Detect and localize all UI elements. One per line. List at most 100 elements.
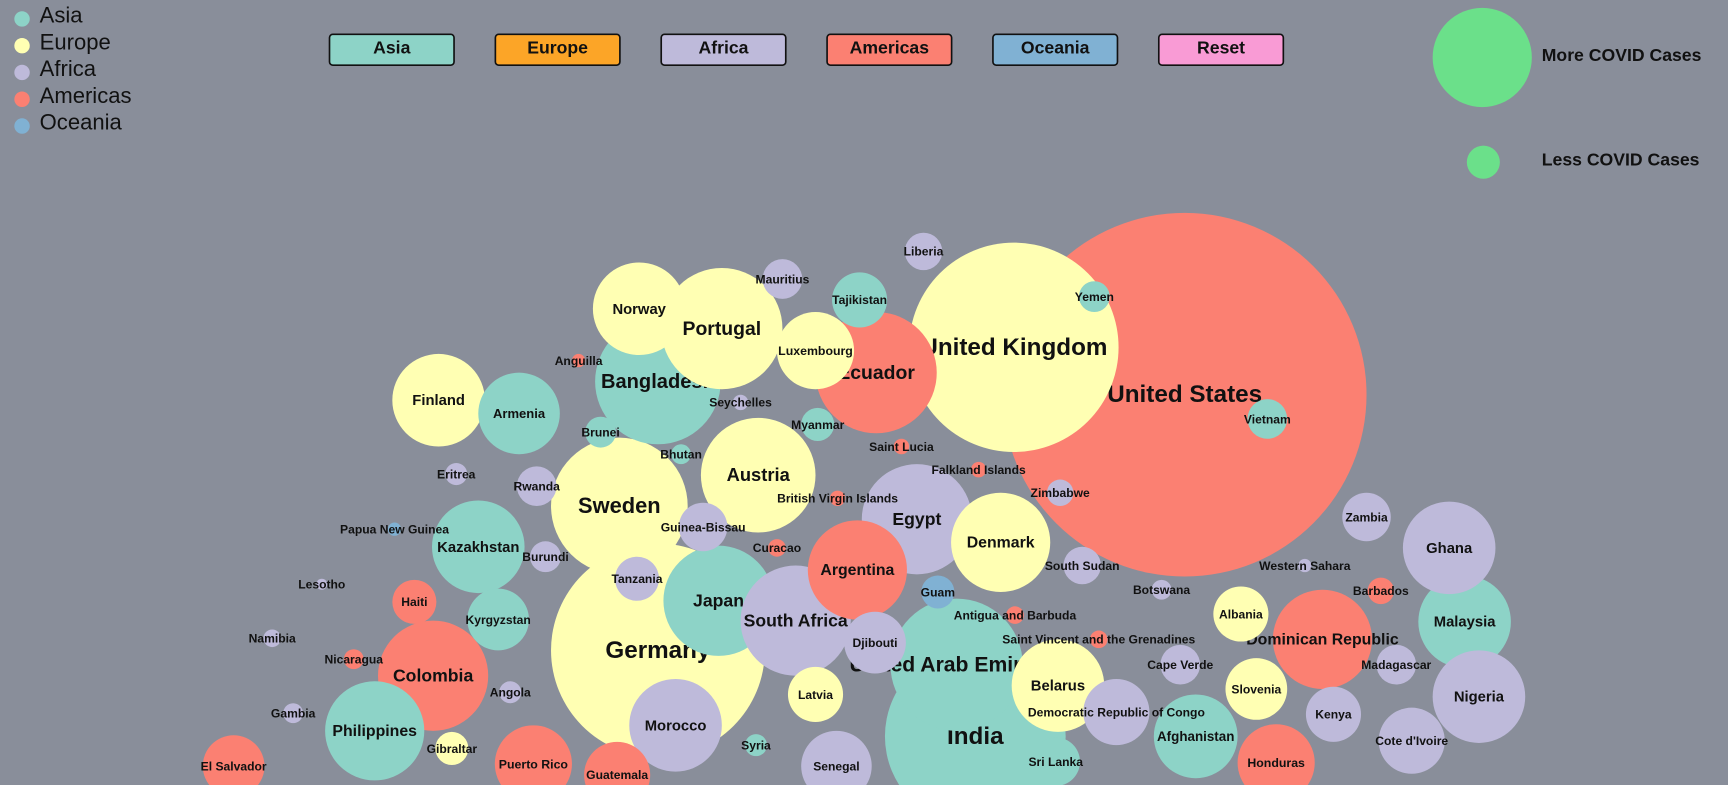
bubble-circle[interactable]: [263, 629, 282, 648]
button-label[interactable]: Americas: [850, 37, 930, 57]
bubble-circle[interactable]: [1247, 399, 1288, 439]
bubble[interactable]: Kyrgyzstan: [465, 588, 531, 651]
bubble[interactable]: Barbados: [1353, 577, 1409, 605]
bubble-circle[interactable]: [1305, 686, 1362, 742]
bubble-circle[interactable]: [904, 232, 943, 271]
bubble[interactable]: Latvia: [787, 666, 844, 723]
bubble[interactable]: Curacao: [753, 539, 801, 557]
bubble[interactable]: Finland: [392, 353, 485, 447]
bubble[interactable]: Belarus: [1011, 639, 1105, 732]
bubble-circle[interactable]: [1031, 737, 1080, 785]
bubble[interactable]: Falkland Islands: [932, 461, 1026, 478]
bubble-circle[interactable]: [467, 588, 529, 651]
bubble[interactable]: Guam: [921, 575, 956, 609]
bubble[interactable]: Dominican Republic: [1246, 589, 1399, 689]
bubble-circle[interactable]: [776, 312, 855, 390]
bubble-circle[interactable]: [970, 461, 987, 478]
bubble[interactable]: Myanmar: [791, 407, 845, 441]
bubble-circle[interactable]: [1378, 707, 1445, 774]
bubble[interactable]: Tanzania: [612, 556, 663, 601]
bubble[interactable]: Kazakhstan: [432, 500, 525, 594]
bubble[interactable]: Nicaragua: [324, 649, 383, 670]
bubble[interactable]: Madagascar: [1361, 644, 1432, 685]
bubble-circle[interactable]: [801, 407, 835, 441]
bubble-circle[interactable]: [478, 372, 560, 455]
bubble[interactable]: Puerto Rico: [494, 725, 572, 785]
bubble[interactable]: Antigua and Barbuda: [954, 606, 1077, 624]
bubble-circle[interactable]: [1153, 694, 1238, 779]
bubble[interactable]: Angola: [490, 681, 531, 704]
bubble-circle[interactable]: [1432, 650, 1526, 743]
bubble-circle[interactable]: [829, 490, 846, 507]
bubble[interactable]: Namibia: [249, 629, 296, 648]
filter-button[interactable]: Americas: [826, 33, 953, 67]
bubble-circle[interactable]: [1376, 644, 1417, 685]
bubble-circle[interactable]: [585, 416, 617, 448]
bubble-circle[interactable]: [445, 463, 468, 486]
bubble-circle[interactable]: [387, 522, 402, 536]
bubble-circle[interactable]: [1006, 606, 1024, 624]
bubble[interactable]: Papua New Guinea: [340, 522, 449, 536]
bubble[interactable]: Sweden: [551, 437, 688, 575]
bubble-circle[interactable]: [629, 679, 722, 772]
bubble-circle[interactable]: [1160, 644, 1201, 685]
bubble-circle[interactable]: [1418, 575, 1511, 669]
bubble-circle[interactable]: [1063, 546, 1101, 585]
bubble[interactable]: Tajikistan: [832, 272, 888, 328]
bubble[interactable]: Gibraltar: [427, 731, 478, 765]
button-label[interactable]: Europe: [527, 37, 588, 57]
bubble-circle[interactable]: [494, 725, 572, 785]
bubble-circle[interactable]: [1083, 679, 1150, 746]
button-box[interactable]: [992, 33, 1119, 67]
bubble[interactable]: Gambia: [271, 703, 316, 724]
bubble-circle[interactable]: [768, 539, 786, 557]
bubble-circle[interactable]: [787, 666, 844, 723]
bubble[interactable]: Nigeria: [1432, 650, 1526, 743]
bubble[interactable]: Philippines: [325, 681, 425, 781]
filter-button[interactable]: Oceania: [992, 33, 1119, 67]
bubble-circle[interactable]: [202, 735, 265, 785]
bubble[interactable]: Slovenia: [1225, 658, 1288, 720]
bubble[interactable]: Portugal: [661, 267, 783, 390]
bubble-circle[interactable]: [951, 492, 1051, 592]
bubble[interactable]: Lesotho: [298, 578, 345, 592]
bubble-circle[interactable]: [807, 520, 907, 620]
bubble[interactable]: Brunei: [581, 416, 620, 448]
bubble-circle[interactable]: [744, 734, 768, 757]
bubble[interactable]: Honduras: [1237, 724, 1315, 785]
bubble[interactable]: Malaysia: [1418, 575, 1511, 669]
bubble-circle[interactable]: [316, 578, 328, 590]
bubble-circle[interactable]: [283, 703, 304, 724]
bubble-circle[interactable]: [1367, 577, 1395, 605]
bubble[interactable]: Guinea-Bissau: [661, 502, 746, 552]
bubble[interactable]: Burundi: [522, 541, 569, 573]
button-box[interactable]: [1157, 33, 1285, 67]
bubble-circle[interactable]: [343, 649, 364, 670]
bubble-circle[interactable]: [392, 353, 485, 447]
bubble[interactable]: Cote d'Ivoire: [1375, 707, 1448, 774]
button-box[interactable]: [328, 33, 455, 67]
bubble-circle[interactable]: [678, 502, 728, 552]
filter-button[interactable]: Asia: [328, 33, 455, 67]
button-label[interactable]: Reset: [1197, 37, 1245, 57]
bubble[interactable]: Senegal: [801, 730, 872, 785]
bubble[interactable]: Austria: [700, 417, 816, 533]
bubble-circle[interactable]: [1298, 558, 1312, 573]
bubble[interactable]: Kenya: [1305, 686, 1362, 742]
bubble[interactable]: Albania: [1213, 586, 1269, 642]
bubble[interactable]: Luxembourg: [776, 312, 855, 390]
bubble[interactable]: Guatemala: [584, 741, 651, 785]
bubble[interactable]: Saint Lucia: [869, 438, 934, 455]
button-box[interactable]: [494, 33, 621, 67]
bubble-circle[interactable]: [1402, 501, 1496, 595]
bubble-circle[interactable]: [732, 394, 749, 411]
bubble-circle[interactable]: [1011, 639, 1105, 732]
bubble[interactable]: El Salvador: [201, 735, 267, 785]
bubble[interactable]: Liberia: [904, 232, 944, 271]
bubble-circle[interactable]: [325, 681, 425, 781]
bubble[interactable]: Cape Verde: [1147, 644, 1214, 685]
bubble[interactable]: Botswana: [1133, 579, 1190, 600]
bubble-circle[interactable]: [551, 437, 688, 575]
bubble[interactable]: Morocco: [629, 679, 722, 772]
bubble[interactable]: Rwanda: [513, 466, 560, 507]
